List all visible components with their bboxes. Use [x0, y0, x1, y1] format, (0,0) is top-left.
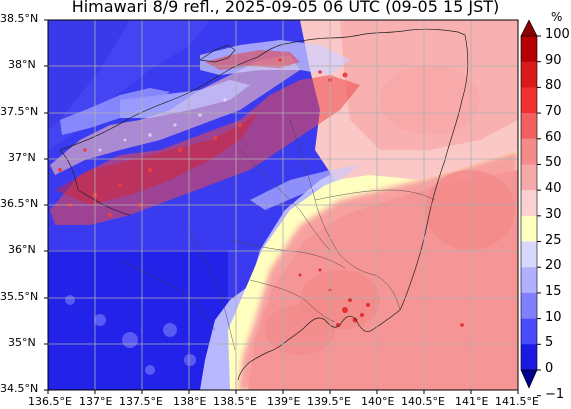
lat-tick-label: 35°N — [8, 336, 36, 349]
colorbar-segment — [521, 241, 537, 268]
lat-tick-label: 35.5°N — [0, 290, 39, 303]
colorbar-unit: % — [551, 10, 563, 24]
colorbar-label: 15 — [545, 283, 562, 299]
colorbar-segment — [521, 292, 537, 319]
lon-tick-label: 137°E — [79, 395, 113, 408]
colorbar-label: 10 — [545, 309, 562, 325]
colorbar-segment — [521, 36, 537, 62]
lon-tick-label: 138.5°E — [213, 395, 257, 408]
colorbar-segment — [521, 113, 537, 140]
lat-tick-label: 38°N — [8, 58, 36, 71]
colorbar-segment — [521, 215, 537, 242]
colorbar-segment — [521, 61, 537, 88]
colorbar-label: 25 — [545, 232, 562, 248]
colorbar-segment — [521, 344, 537, 371]
lat-tick-label: 36.5°N — [0, 197, 39, 210]
colorbar-label: −1 — [545, 386, 565, 402]
lon-tick-label: 140°E — [361, 395, 395, 408]
colorbar-label: 70 — [545, 104, 562, 120]
colorbar-segment — [521, 190, 537, 217]
colorbar-extend-min — [520, 369, 538, 389]
colorbar-label: 100 — [545, 27, 570, 42]
lon-tick-label: 141°E — [455, 395, 489, 408]
lon-tick-label: 139.5°E — [307, 395, 351, 408]
prefecture-borders — [119, 119, 436, 351]
colorbar-label: 50 — [545, 155, 562, 171]
lat-tick-label: 37°N — [8, 151, 36, 164]
colorbar-label: 40 — [545, 181, 562, 197]
colorbar-label: 60 — [545, 129, 562, 145]
lon-tick-label: 138°E — [173, 395, 207, 408]
colorbar-label: 5 — [545, 335, 554, 351]
lat-tick-label: 37.5°N — [0, 105, 39, 118]
colorbar-segment — [521, 318, 537, 345]
lat-tick-label: 34.5°N — [0, 382, 39, 395]
reflectance-field — [48, 20, 518, 390]
coastline — [59, 28, 469, 381]
map-title: Himawari 8/9 refl., 2025-09-05 06 UTC (0… — [71, 0, 500, 16]
graticule — [48, 20, 518, 390]
colorbar-segment — [521, 267, 537, 294]
colorbar-label: 30 — [545, 206, 562, 222]
lat-tick-label: 38.5°N — [0, 12, 39, 25]
colorbar-extend-max — [520, 19, 538, 37]
axis-ticks — [44, 19, 519, 394]
lat-tick-label: 36°N — [8, 243, 36, 256]
colorbar-segment — [521, 138, 537, 165]
lon-tick-label: 136.5°E — [28, 395, 72, 408]
lon-tick-label: 141.5°E — [495, 395, 539, 408]
colorbar-label: 0 — [545, 361, 554, 376]
lon-tick-label: 137.5°E — [119, 395, 163, 408]
colorbar-segment — [521, 87, 537, 114]
colorbar-label: 20 — [545, 258, 562, 274]
lon-tick-label: 140.5°E — [401, 395, 445, 408]
lon-tick-label: 139°E — [267, 395, 301, 408]
colorbar-segment — [521, 164, 537, 191]
colorbar — [520, 19, 541, 397]
colorbar-label: 90 — [545, 52, 562, 68]
colorbar-segments — [520, 35, 538, 371]
colorbar-label: 80 — [545, 78, 562, 94]
